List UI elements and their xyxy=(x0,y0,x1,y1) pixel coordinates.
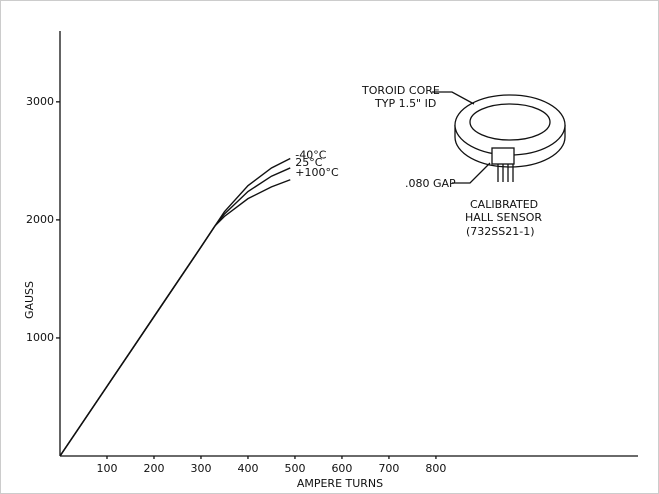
x-tick-label: 400 xyxy=(237,462,258,475)
annotation: CALIBRATED xyxy=(470,198,538,211)
annotation: HALL SENSOR xyxy=(465,211,542,224)
x-tick-label: 100 xyxy=(96,462,117,475)
y-tick-label: 2000 xyxy=(26,213,54,226)
annotation: .080 GAP xyxy=(405,177,456,190)
toroid-drawing xyxy=(432,91,566,184)
annotation: (732SS21-1) xyxy=(466,225,535,238)
y-tick-label: 3000 xyxy=(26,95,54,108)
y-axis-title: GAUSS xyxy=(23,281,36,319)
y-tick-label: 1000 xyxy=(26,331,54,344)
series-label: +100°C xyxy=(295,166,339,179)
series-label: 25°C xyxy=(295,156,322,169)
x-tick-label: 700 xyxy=(378,462,399,475)
annotation: TYP 1.5" ID xyxy=(374,97,436,110)
x-tick-label: 300 xyxy=(190,462,211,475)
annotation: TOROID CORE xyxy=(361,84,440,97)
x-tick-label: 200 xyxy=(143,462,164,475)
series-line xyxy=(59,179,291,457)
x-tick-label: 500 xyxy=(284,462,305,475)
series-label: -40°C xyxy=(295,149,326,162)
x-axis-title: AMPERE TURNS xyxy=(297,477,383,490)
x-tick-label: 600 xyxy=(331,462,352,475)
x-tick-label: 800 xyxy=(425,462,446,475)
